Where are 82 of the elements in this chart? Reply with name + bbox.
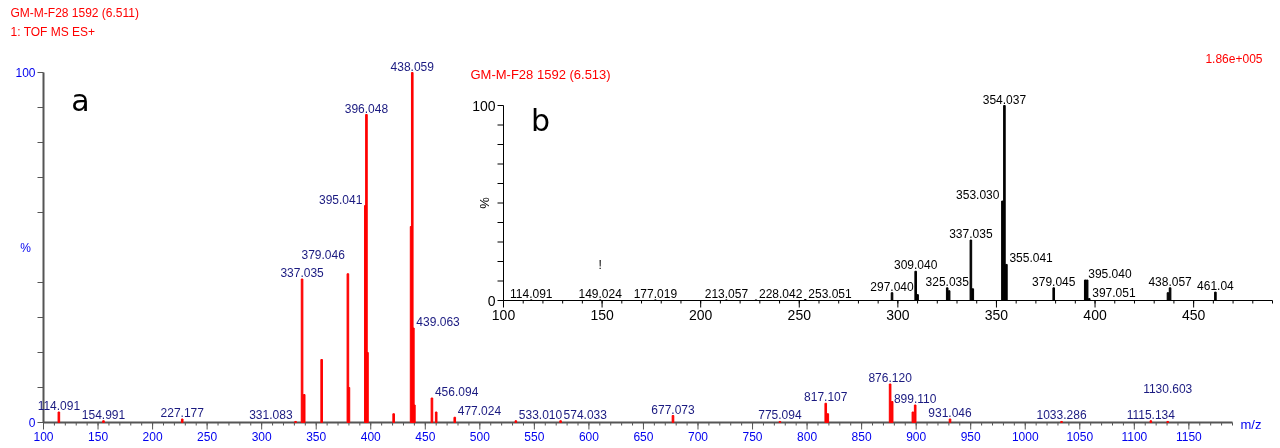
annotation: 396.048 — [344, 101, 389, 116]
x-tick-label: 1000 — [1011, 429, 1039, 444]
annotation: 438.059 — [390, 59, 435, 74]
annotation: 395.041 — [318, 192, 363, 207]
x-tick-label: 700 — [687, 429, 709, 444]
annotation: 438.057 — [1148, 274, 1193, 289]
y-axis-title: % — [476, 196, 492, 209]
annotation: 297.040 — [870, 279, 915, 294]
annotation: a — [71, 83, 90, 118]
annotation: 1130.603 — [1143, 382, 1193, 397]
annotation: 461.04 — [1197, 279, 1235, 294]
annotation: b — [530, 103, 551, 138]
chart-title: GM-M-F28 1592 (6.511) — [10, 5, 139, 20]
x-tick-label: 800 — [797, 429, 818, 444]
annotation: 227.177 — [160, 406, 205, 420]
x-tick-label: 950 — [960, 429, 982, 444]
x-tick-label: 1150 — [1175, 429, 1203, 444]
x-tick-label: 100 — [491, 306, 516, 323]
x-tick-label: 250 — [787, 306, 812, 323]
annotation: 899.110 — [893, 392, 937, 406]
x-tick-label: 450 — [415, 429, 436, 444]
x-tick-label: 350 — [984, 306, 1009, 323]
annotation: 533.010 — [518, 407, 563, 422]
annotation: 325.035 — [925, 274, 970, 289]
x-tick-label: 150 — [590, 306, 614, 323]
annotation: 1033.286 — [1036, 408, 1087, 423]
chart-title: GM-M-F28 1592 (6.513) — [470, 67, 611, 82]
x-tick-label: 550 — [524, 429, 545, 444]
annotation: 337.035 — [949, 227, 993, 242]
x-tick-label: 500 — [469, 429, 491, 444]
annotation: 353.030 — [956, 188, 1000, 203]
chart-subtitle: 1: TOF MS ES+ — [10, 24, 96, 39]
y-tick-label: 0 — [28, 416, 36, 430]
x-tick-label: 1050 — [1066, 429, 1094, 444]
x-tick-label: 300 — [251, 429, 272, 444]
annotation: 1115.134 — [1126, 407, 1176, 422]
x-tick-label: 850 — [851, 429, 872, 444]
annotation: 931.046 — [928, 406, 973, 420]
annotation: 149.024 — [578, 286, 623, 301]
annotation: 397.051 — [1092, 285, 1136, 300]
annotation: 456.094 — [434, 385, 479, 399]
annotation: 574.033 — [563, 407, 608, 422]
x-tick-label: 100 — [33, 429, 54, 444]
x-tick-label: 400 — [1083, 306, 1107, 323]
x-tick-label: 300 — [886, 306, 910, 323]
x-tick-label: 900 — [906, 429, 927, 444]
annotation: 379.046 — [301, 247, 346, 262]
annotation: 337.035 — [280, 266, 325, 280]
annotation: 354.037 — [982, 92, 1027, 107]
annotation: 177.019 — [633, 286, 678, 301]
annotation: 817.107 — [804, 390, 848, 405]
annotation: 154.991 — [81, 407, 126, 422]
x-tick-label: 250 — [197, 429, 218, 444]
annotation: ! — [598, 257, 602, 272]
annotation: 253.051 — [808, 286, 852, 301]
x-tick-label: 450 — [1181, 306, 1206, 323]
annotation: 114.091 — [510, 286, 553, 301]
x-tick-label: 1100 — [1121, 429, 1148, 444]
annotation: 213.057 — [704, 286, 749, 301]
annotation: 228.042 — [758, 286, 803, 301]
x-tick-label: 750 — [742, 429, 763, 444]
annotation: 477.024 — [457, 404, 502, 419]
x-axis-title: m/z — [1240, 417, 1262, 432]
text: 1.86e+005 — [1205, 52, 1263, 66]
annotation: 439.063 — [416, 315, 461, 329]
annotation: 355.041 — [1009, 251, 1054, 266]
x-tick-label: 150 — [88, 429, 109, 444]
x-tick-label: 600 — [578, 429, 600, 444]
x-tick-label: 200 — [142, 429, 163, 444]
x-tick-label: 400 — [360, 429, 382, 444]
y-axis-title: % — [20, 240, 32, 255]
x-tick-label: 350 — [306, 429, 327, 444]
y-tick-label: 0 — [487, 292, 496, 309]
annotation: 876.120 — [868, 371, 913, 385]
annotation: 677.073 — [651, 402, 695, 417]
annotation: 775.094 — [758, 408, 802, 423]
x-tick-label: 200 — [689, 306, 713, 323]
x-tick-label: 650 — [633, 429, 654, 444]
annotation: 309.040 — [894, 258, 938, 273]
annotation: 331.083 — [249, 408, 293, 423]
annotation: 395.040 — [1088, 267, 1132, 282]
annotation: 379.045 — [1032, 274, 1076, 289]
